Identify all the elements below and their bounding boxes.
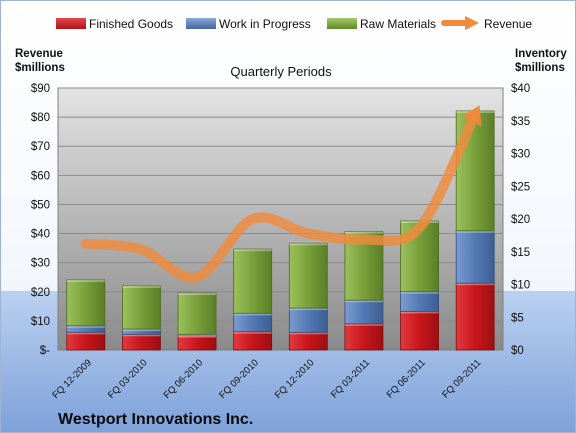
bar-raw-materials-cap [344, 231, 383, 234]
bar-finished-goods [122, 333, 161, 351]
right-tick-label: $40 [511, 83, 530, 95]
legend-arrow-revenue [465, 16, 479, 30]
bar-raw-materials-cap [233, 249, 272, 252]
legend-label-raw-materials: Raw Materials [360, 17, 436, 31]
bar-work-in-progress-cap [289, 308, 328, 311]
bar-raw-materials [66, 279, 106, 327]
bar-work-in-progress-cap [66, 325, 105, 328]
bar-finished-goods [400, 310, 439, 351]
right-tick-label: $5 [511, 312, 524, 324]
bar-finished-goods [66, 331, 106, 351]
right-axis-title-line2: $millions [515, 62, 565, 74]
left-tick-label: $60 [31, 170, 50, 182]
company-name: Westport Innovations Inc. [58, 411, 253, 428]
right-tick-label: $30 [511, 149, 530, 161]
bar-finished-goods [233, 331, 273, 351]
bar-work-in-progress-cap [233, 313, 272, 316]
left-axis-title-line2: $millions [15, 62, 65, 74]
legend-swatch-raw-materials [327, 18, 357, 29]
revenue-arrowhead [461, 105, 482, 127]
bar-work-in-progress-cap [456, 230, 495, 233]
bar-finished-goods-cap [456, 283, 495, 286]
bar-finished-goods [344, 323, 384, 351]
left-tick-label: $50 [31, 199, 50, 211]
bar-finished-goods-cap [66, 332, 105, 335]
left-tick-label: $30 [31, 258, 50, 270]
right-tick-label: $0 [511, 345, 524, 357]
bar-finished-goods [455, 282, 495, 351]
left-tick-label: $70 [31, 141, 50, 153]
bar-finished-goods-cap [289, 332, 328, 335]
bar-raw-materials-cap [122, 285, 161, 288]
bars [66, 110, 495, 351]
bar-finished-goods-cap [122, 334, 161, 337]
right-tick-label: $20 [511, 214, 530, 226]
left-tick-label: $20 [31, 287, 50, 299]
revenue-line-group [80, 105, 482, 283]
legend-label-work-in-progress: Work in Progress [219, 17, 311, 31]
right-tick-label: $25 [511, 181, 530, 193]
right-tick-label: $35 [511, 116, 530, 128]
bar-work-in-progress [400, 291, 439, 312]
bar-work-in-progress [233, 312, 273, 333]
legend-swatch-work-in-progress [186, 18, 216, 29]
bar-work-in-progress [455, 230, 495, 284]
left-axis-ticks: $- $10 $20 $30 $40 $50 $60 $70 $80 $90 [31, 83, 50, 357]
bar-raw-materials [455, 110, 495, 232]
bar-work-in-progress [288, 307, 328, 333]
right-tick-label: $10 [511, 280, 530, 292]
bar-work-in-progress-cap [400, 291, 439, 294]
legend-label-finished-goods: Finished Goods [89, 17, 173, 31]
bar-finished-goods [288, 331, 328, 351]
left-tick-label: $80 [31, 112, 50, 124]
bar-raw-materials [233, 248, 273, 314]
bar-work-in-progress-cap [344, 300, 383, 303]
bar-finished-goods [177, 335, 217, 351]
bar-finished-goods-cap [400, 311, 439, 314]
legend-swatch-finished-goods [56, 18, 86, 29]
revenue-line [80, 109, 481, 283]
bar-work-in-progress [344, 299, 384, 325]
bar-raw-materials-cap [289, 243, 328, 246]
bar-raw-materials [122, 285, 161, 330]
right-tick-label: $15 [511, 247, 530, 259]
bar-raw-materials [288, 242, 328, 309]
bar-raw-materials-cap [66, 279, 105, 282]
legend: Finished Goods Work in Progress Raw Mate… [56, 16, 532, 31]
bar-work-in-progress-cap [178, 334, 217, 337]
bar-work-in-progress-cap [122, 329, 161, 332]
right-axis-ticks: $0 $5 $10 $15 $20 $25 $30 $35 $40 [511, 83, 530, 357]
bar-finished-goods-cap [233, 331, 272, 334]
left-tick-label: $10 [31, 316, 50, 328]
right-axis-title-line1: Inventory [515, 48, 567, 60]
legend-label-revenue: Revenue [484, 17, 532, 31]
bar-finished-goods-cap [178, 335, 217, 338]
left-tick-label: $- [40, 345, 50, 357]
left-axis-title-line1: Revenue [15, 48, 63, 60]
chart-subtitle: Quarterly Periods [230, 64, 332, 79]
bar-finished-goods-cap [344, 323, 383, 326]
left-tick-label: $90 [31, 83, 50, 95]
bar-raw-materials [177, 292, 217, 335]
bar-raw-materials-cap [178, 293, 217, 296]
left-tick-label: $40 [31, 229, 50, 241]
